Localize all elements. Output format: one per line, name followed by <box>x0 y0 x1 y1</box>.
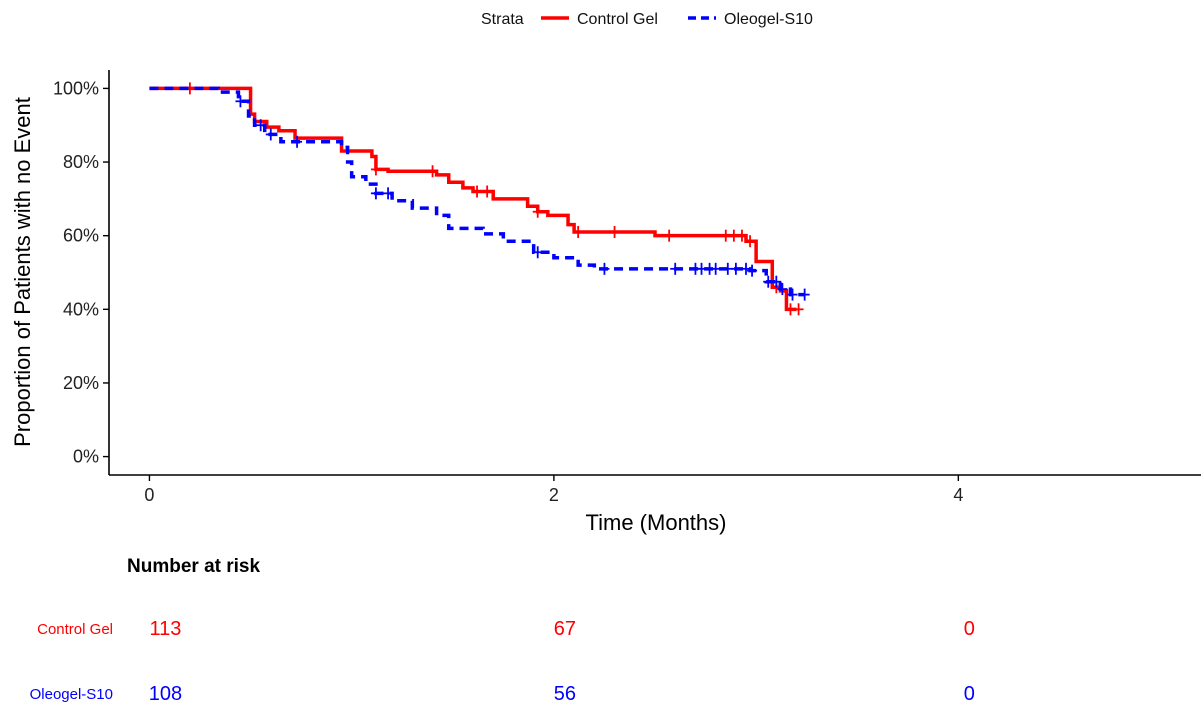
y-axis-label: Proportion of Patients with no Event <box>10 97 35 447</box>
censor-mark <box>532 246 543 259</box>
censor-mark <box>710 262 721 275</box>
y-tick-label: 40% <box>63 299 99 319</box>
censor-mark <box>532 205 543 218</box>
series-line <box>149 86 797 312</box>
censor-mark <box>771 275 782 288</box>
censor-mark <box>573 226 584 238</box>
legend-title: Strata <box>481 11 524 28</box>
censor-mark <box>745 235 756 248</box>
axes: 0% 20% 40% 60% 80% 100% 0 2 4 <box>53 70 1201 505</box>
censor-mark <box>472 185 483 198</box>
censor-mark <box>741 262 751 275</box>
y-tick-label: 0% <box>73 447 99 467</box>
risk-count: 108 <box>148 683 183 705</box>
censor-mark <box>370 163 381 176</box>
censor-mark <box>777 283 788 296</box>
legend-label: Oleogel-S10 <box>724 11 813 28</box>
risk-count: 56 <box>553 683 576 705</box>
series-oleogel-s10 <box>149 86 810 301</box>
y-tick-label: 60% <box>63 226 99 246</box>
legend-label: Control Gel <box>577 11 658 28</box>
x-tick-label: 0 <box>144 485 154 505</box>
censor-mark <box>736 229 747 242</box>
risk-count: 67 <box>553 618 576 640</box>
censor-mark <box>482 185 493 198</box>
x-tick-label: 2 <box>549 485 559 505</box>
censor-mark <box>730 262 741 275</box>
censor-mark <box>383 187 394 200</box>
risk-count: 0 <box>963 618 975 640</box>
censor-mark <box>265 128 276 141</box>
censor-mark <box>670 262 681 275</box>
censor-mark <box>235 95 246 108</box>
censor-mark <box>427 165 438 178</box>
censor-mark <box>609 226 620 238</box>
y-tick-label: 100% <box>53 78 99 98</box>
risk-count: 113 <box>149 618 182 640</box>
censor-mark <box>599 262 610 275</box>
censor-mark <box>793 303 804 316</box>
x-axis-label: Time (Months) <box>586 510 727 535</box>
risk-row-label: Oleogel-S10 <box>29 686 113 703</box>
censor-mark <box>787 288 798 301</box>
risk-table-title: Number at risk <box>127 556 261 577</box>
censor-mark <box>747 264 758 277</box>
censor-mark <box>370 187 381 200</box>
x-tick-label: 4 <box>953 485 963 505</box>
y-tick-label: 20% <box>63 373 99 393</box>
censor-mark <box>292 135 303 148</box>
censor-mark <box>664 229 675 242</box>
risk-row-label: Control Gel <box>37 621 113 638</box>
censor-mark <box>255 119 266 132</box>
y-tick-label: 80% <box>63 152 99 172</box>
risk-count: 0 <box>963 683 975 705</box>
survival-curves <box>149 82 810 316</box>
series-line <box>149 86 805 297</box>
legend: Strata Control Gel Oleogel-S10 <box>481 11 813 28</box>
censor-mark <box>799 288 810 301</box>
